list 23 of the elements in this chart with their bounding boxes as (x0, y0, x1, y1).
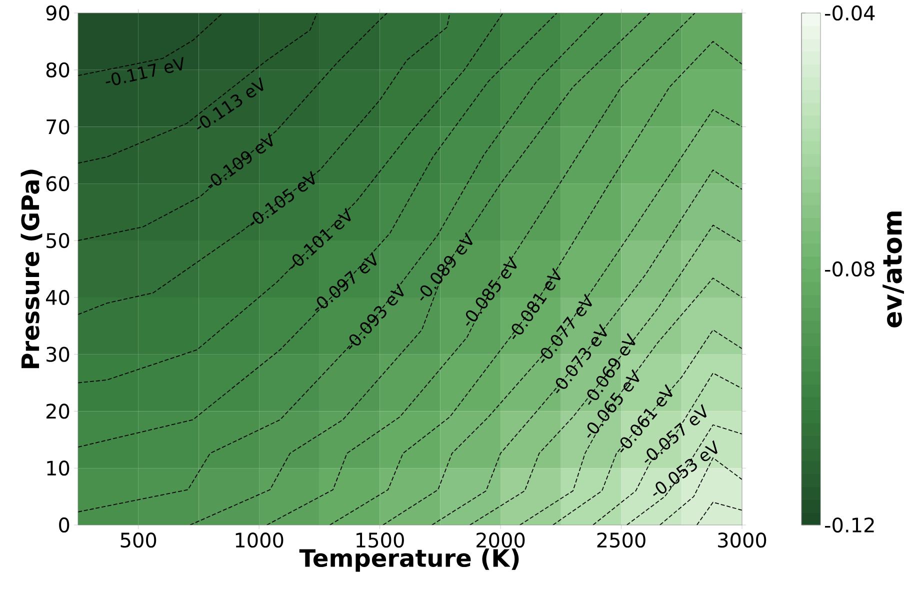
y-tick-label: 40 (46, 290, 70, 306)
x-tick-label: 1000 (236, 532, 284, 548)
color-bar-title: ev/atom (882, 212, 904, 328)
color-bar-label: -0.08 (825, 261, 874, 277)
y-tick-label: 20 (46, 404, 70, 419)
color-bar-label: -0.04 (825, 5, 875, 21)
y-axis-title: Pressure (GPa) (20, 170, 42, 368)
x-tick-label: 500 (120, 532, 156, 548)
annotation: -0.117 eV (106, 56, 184, 86)
y-tick-label: 0 (59, 517, 70, 533)
y-tick-label: 70 (46, 119, 70, 134)
y-tick-label: 50 (46, 232, 70, 248)
x-tick-label: 1500 (356, 532, 404, 548)
x-tick-label: 2000 (476, 532, 525, 548)
color-bar-label: -0.12 (825, 517, 874, 533)
x-tick-label: 3000 (718, 532, 766, 548)
y-tick-label: 60 (46, 176, 70, 192)
y-tick-label: 10 (47, 460, 70, 476)
x-axis-title: Temperature (K) (299, 548, 519, 572)
x-tick-label: 2500 (597, 532, 646, 548)
y-tick-label: 30 (46, 346, 70, 362)
y-tick-label: 80 (46, 62, 70, 78)
y-tick-label: 90 (46, 5, 70, 21)
